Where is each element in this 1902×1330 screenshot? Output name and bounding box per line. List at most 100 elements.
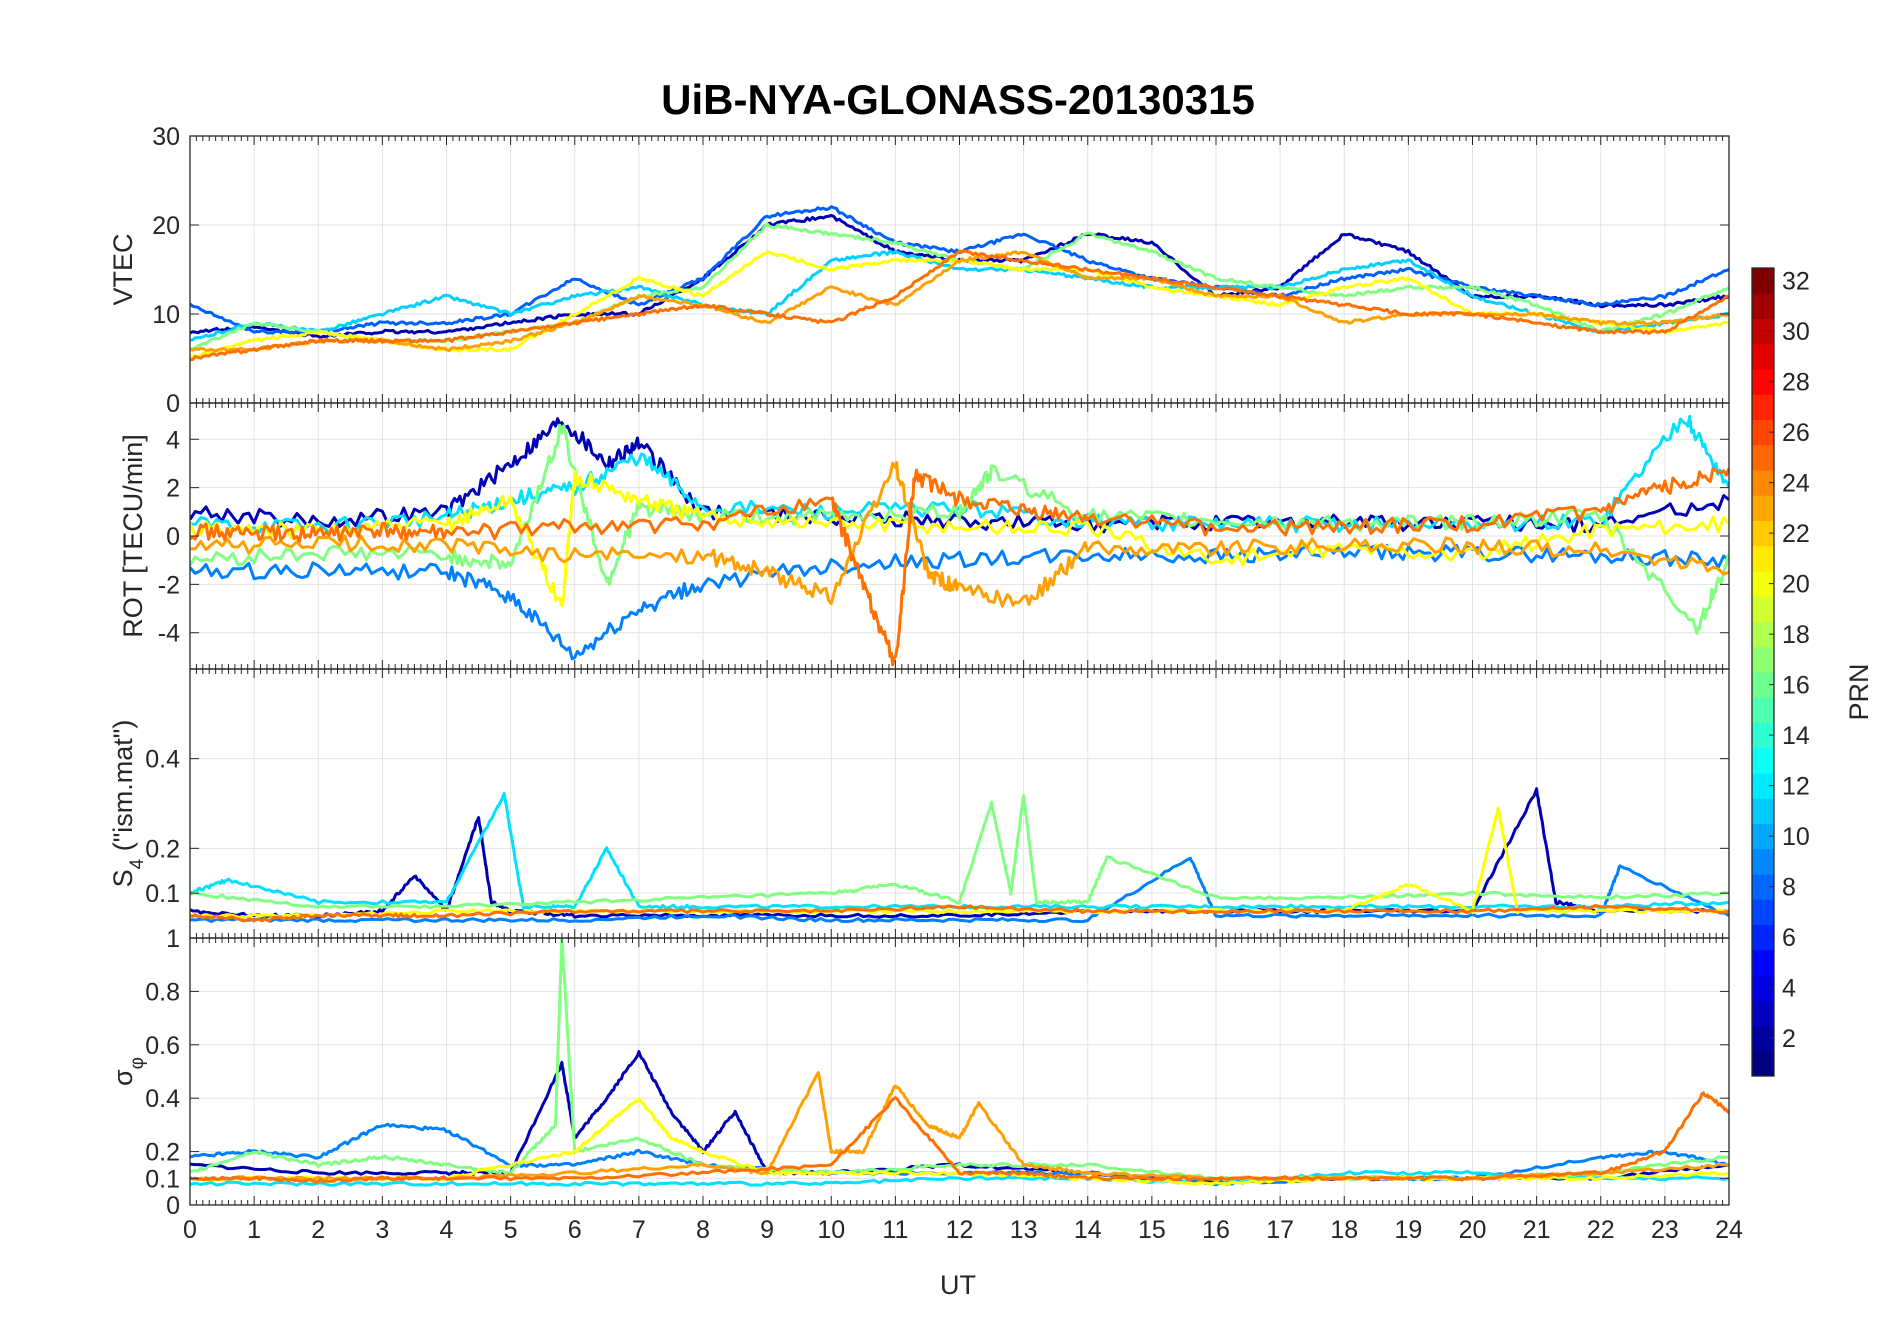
colorbar-segment <box>1752 646 1774 673</box>
colorbar-segment <box>1752 798 1774 824</box>
y-tick-label: 0.2 <box>145 835 180 863</box>
x-tick-label: 5 <box>504 1216 518 1244</box>
colorbar-segment <box>1752 495 1774 521</box>
colorbar-tick-label: 18 <box>1782 621 1810 649</box>
y-tick-label: 0.4 <box>145 746 180 774</box>
y-tick-label: 4 <box>166 426 180 454</box>
colorbar-segment <box>1752 268 1774 294</box>
x-tick-label: 14 <box>1074 1216 1102 1244</box>
colorbar-segment <box>1752 975 1774 1001</box>
series-line-prn-24 <box>190 903 1729 923</box>
colorbar-tick-label: 8 <box>1782 874 1796 902</box>
x-tick-label: 8 <box>696 1216 710 1244</box>
series-line-prn-8 <box>190 543 1729 661</box>
colorbar-segment <box>1752 1050 1774 1077</box>
x-tick-label: 21 <box>1523 1216 1551 1244</box>
colorbar-label: PRN <box>1844 663 1874 720</box>
x-tick-label: 17 <box>1266 1216 1294 1244</box>
y-axis-label: ROT [TECU/min] <box>118 434 148 638</box>
colorbar-segment <box>1752 520 1774 547</box>
colorbar-segment <box>1752 318 1774 345</box>
colorbar-tick-label: 12 <box>1782 773 1810 801</box>
colorbar-tick-label: 24 <box>1782 470 1810 498</box>
x-tick-label: 11 <box>882 1216 908 1244</box>
x-axis: 0 1 2 3 4 5 6 7 8 9 10 11 12 13 14 15 16 17 18 19 20 21 22 23 24 <box>183 1216 1743 1244</box>
chart-title: UiB-NYA-GLONASS-20130315 <box>661 76 1255 123</box>
colorbar-segment <box>1752 697 1774 723</box>
series-line-prn-24 <box>190 249 1729 362</box>
x-tick-label: 23 <box>1651 1216 1679 1244</box>
colorbar-tick-label: 4 <box>1782 975 1796 1003</box>
y-axis-label: VTEC <box>108 233 138 305</box>
series-line-prn-13 <box>190 1169 1729 1187</box>
y-tick-label: 0.8 <box>145 978 180 1006</box>
series-group <box>190 205 1729 362</box>
x-tick-label: 24 <box>1715 1216 1743 1244</box>
colorbar-segment <box>1752 470 1774 496</box>
colorbar-segment <box>1752 444 1774 471</box>
y-tick-label: 0.1 <box>145 880 180 908</box>
colorbar-tick-label: 22 <box>1782 520 1810 548</box>
colorbar-segment <box>1752 924 1774 951</box>
colorbar-tick-label: 6 <box>1782 924 1796 952</box>
series-line-prn-23 <box>190 1071 1729 1182</box>
series-line-prn-24 <box>190 1091 1729 1184</box>
y-tick-label: 0.6 <box>145 1032 180 1060</box>
y-tick-label: -4 <box>158 620 180 648</box>
colorbar-segment <box>1752 823 1774 850</box>
colorbar-segment <box>1752 293 1774 319</box>
series-line-prn-12 <box>190 249 1729 342</box>
x-tick-label: 19 <box>1394 1216 1422 1244</box>
x-tick-label: 0 <box>183 1216 197 1244</box>
series-group <box>190 787 1729 924</box>
colorbar-segment <box>1752 672 1774 698</box>
colorbar-tick-label: 10 <box>1782 823 1810 851</box>
y-tick-label: 0 <box>166 390 180 418</box>
x-tick-label: 4 <box>440 1216 454 1244</box>
y-tick-label: 2 <box>166 475 180 503</box>
colorbar-segment <box>1752 419 1774 446</box>
y-tick-label: 0 <box>166 1192 180 1220</box>
x-tick-label: 7 <box>632 1216 646 1244</box>
colorbar-segment <box>1752 949 1774 976</box>
x-tick-label: 18 <box>1330 1216 1358 1244</box>
y-tick-label: 0.4 <box>145 1085 180 1113</box>
colorbar-segment <box>1752 848 1774 875</box>
y-axis-label: S4 ("ism.mat") <box>108 720 148 888</box>
series-group <box>190 938 1729 1187</box>
x-tick-label: 10 <box>817 1216 845 1244</box>
colorbar-tick-label: 20 <box>1782 571 1810 599</box>
colorbar-segment <box>1752 1000 1774 1026</box>
colorbar-tick-label: 2 <box>1782 1025 1796 1053</box>
y-tick-label: 0.1 <box>145 1165 180 1193</box>
colorbar-tick-label: 26 <box>1782 419 1810 447</box>
series-line-prn-13 <box>190 791 1729 910</box>
y-tick-label: 30 <box>152 123 180 151</box>
x-tick-label: 13 <box>1010 1216 1038 1244</box>
x-tick-label: 12 <box>946 1216 974 1244</box>
x-tick-label: 1 <box>247 1216 261 1244</box>
series-line-prn-20 <box>190 470 1729 608</box>
colorbar-segment <box>1752 1025 1774 1052</box>
x-tick-label: 2 <box>311 1216 325 1244</box>
y-tick-label: 10 <box>152 301 180 329</box>
panel-vtec: 0 10 20 30 VTEC <box>108 123 1730 418</box>
colorbar-segment <box>1752 545 1774 572</box>
colorbar-tick-label: 28 <box>1782 369 1810 397</box>
series-group <box>190 414 1729 667</box>
x-tick-label: 22 <box>1587 1216 1615 1244</box>
colorbar-segment <box>1752 394 1774 420</box>
x-tick-label: 20 <box>1459 1216 1487 1244</box>
x-tick-label: 6 <box>568 1216 582 1244</box>
y-tick-label: 0 <box>166 523 180 551</box>
x-tick-label: 16 <box>1202 1216 1230 1244</box>
colorbar-tick-label: 30 <box>1782 318 1810 346</box>
colorbar-segment <box>1752 899 1774 925</box>
y-tick-label: 1 <box>166 925 180 953</box>
x-axis-label: UT <box>940 1270 976 1300</box>
x-tick-label: 15 <box>1138 1216 1166 1244</box>
series-line-prn-23 <box>190 460 1729 608</box>
